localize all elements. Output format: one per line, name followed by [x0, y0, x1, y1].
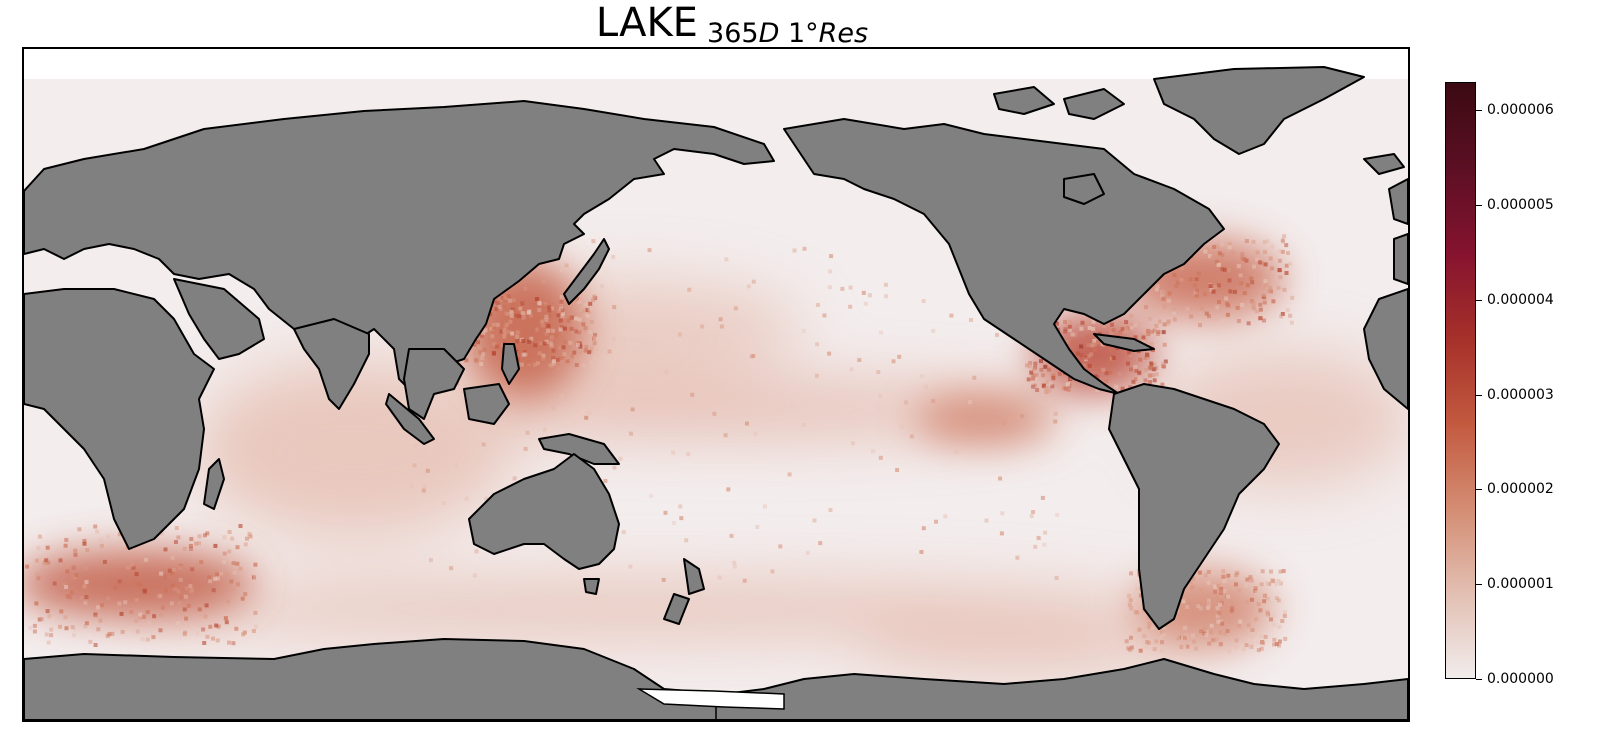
colorbar-tick-label: 0.000001 — [1487, 576, 1554, 592]
land-india — [293, 318, 370, 410]
colorbar — [1445, 82, 1476, 679]
world-map — [24, 49, 1408, 720]
land-uk-edge — [1388, 178, 1408, 225]
land-masses — [24, 66, 1408, 720]
land-north-america — [783, 118, 1225, 395]
colorbar-tick-mark — [1476, 205, 1482, 206]
land-south-america — [1108, 383, 1280, 630]
land-australia — [468, 453, 620, 570]
land-canadian-arctic-1 — [1063, 88, 1125, 120]
land-iberia-edge — [1393, 233, 1408, 285]
land-new-guinea — [538, 433, 620, 465]
land-new-zealand — [683, 558, 705, 595]
land-antarctica — [24, 638, 1408, 720]
land-iceland — [1363, 153, 1405, 175]
colorbar-tick-mark — [1476, 395, 1482, 396]
land-indochina — [403, 348, 465, 420]
no-data-ross-sea — [636, 688, 785, 710]
colorbar-tick-label: 0.000004 — [1487, 292, 1554, 308]
land-africa — [24, 288, 215, 550]
land-tasmania — [583, 578, 600, 595]
land-borneo — [463, 383, 510, 425]
colorbar-tick-mark — [1476, 489, 1482, 490]
colorbar-tick-mark — [1476, 300, 1482, 301]
density-indian-ocean — [194, 359, 514, 539]
land-madagascar — [203, 458, 225, 510]
density-southern-ocean — [124, 579, 1164, 639]
land-japan — [563, 238, 610, 305]
map-title: LAKE 365D 1°Res — [0, 0, 1464, 49]
density-eastern-pacific — [914, 394, 1054, 444]
title-sub-res-prefix: 1° — [787, 18, 819, 49]
colorbar-tick-label: 0.000006 — [1487, 102, 1554, 118]
title-sub-number: 365 — [707, 18, 759, 49]
land-greenland — [1153, 66, 1365, 155]
density-south-pacific-band — [854, 624, 1194, 674]
land-hudson-bay-island — [1063, 173, 1105, 205]
colorbar-tick-label: 0.000005 — [1487, 197, 1554, 213]
map-panel — [22, 47, 1410, 722]
land-west-africa-edge — [1363, 288, 1408, 410]
land-philippines — [501, 343, 520, 385]
colorbar-tick-mark — [1476, 679, 1482, 680]
no-data-north-band — [24, 49, 1408, 79]
land-sumatra — [385, 393, 435, 445]
colorbar-tick-mark — [1476, 584, 1482, 585]
title-sub-d: D — [758, 18, 780, 49]
density-equatorial-pacific — [384, 381, 1064, 437]
title-sub-res: Res — [818, 18, 869, 49]
land-cuba — [1093, 333, 1155, 352]
land-arabia — [173, 278, 265, 360]
land-eurasia — [24, 100, 775, 390]
title-main: LAKE — [595, 0, 698, 46]
colorbar-tick-mark — [1476, 110, 1482, 111]
land-canadian-arctic-2 — [993, 86, 1055, 115]
colorbar-tick-label: 0.000002 — [1487, 481, 1554, 497]
title-subscript: 365D 1°Res — [707, 18, 868, 49]
colorbar-tick-label: 0.000003 — [1487, 387, 1554, 403]
land-new-zealand-south — [663, 593, 690, 625]
colorbar-tick-label: 0.000000 — [1487, 671, 1554, 687]
